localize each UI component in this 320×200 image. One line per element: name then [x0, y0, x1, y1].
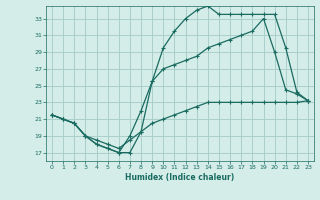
X-axis label: Humidex (Indice chaleur): Humidex (Indice chaleur) [125, 173, 235, 182]
